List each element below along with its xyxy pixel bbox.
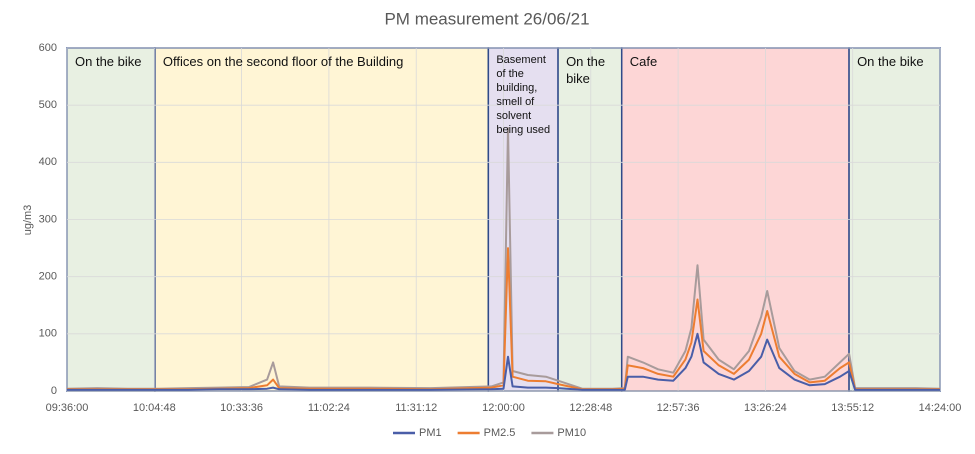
y-tick-label: 400 <box>39 156 57 168</box>
legend-label: PM1 <box>419 427 442 439</box>
series-line <box>67 332 940 391</box>
y-tick-label: 300 <box>39 213 57 225</box>
x-tick-label: 13:55:12 <box>831 402 874 414</box>
legend-label: PM10 <box>557 427 586 439</box>
region-label: On the bike <box>857 54 924 69</box>
x-tick-label: 12:57:36 <box>657 402 700 414</box>
x-tick-label: 14:24:00 <box>919 402 962 414</box>
x-tick-label: 13:26:24 <box>744 402 787 414</box>
y-axis-label: ug/m3 <box>22 205 34 236</box>
y-tick-label: 0 <box>51 385 57 397</box>
x-tick-label: 10:04:48 <box>133 402 176 414</box>
region-label: On the bike <box>75 54 142 69</box>
x-tick-label: 11:31:12 <box>395 402 437 414</box>
x-tick-label: 10:33:36 <box>220 402 263 414</box>
region-label: Offices on the second floor of the Build… <box>162 54 404 69</box>
region-label: Basement of the building, smell of solve… <box>496 54 551 136</box>
x-tick-label: 12:28:48 <box>569 402 612 414</box>
y-tick-label: 100 <box>39 328 57 340</box>
x-tick-label: 11:02:24 <box>308 402 350 414</box>
chart-title: PM measurement 26/06/21 <box>384 9 589 28</box>
series-line <box>67 247 940 391</box>
region-label: Cafe <box>629 54 658 69</box>
x-tick-label: 12:00:00 <box>482 402 525 414</box>
legend-label: PM2.5 <box>484 427 516 439</box>
region-label: On the bike <box>566 54 606 86</box>
x-tick-label: 09:36:00 <box>46 402 89 414</box>
y-tick-label: 500 <box>39 99 57 111</box>
y-tick-label: 200 <box>39 271 57 283</box>
y-tick-label: 600 <box>39 42 57 54</box>
